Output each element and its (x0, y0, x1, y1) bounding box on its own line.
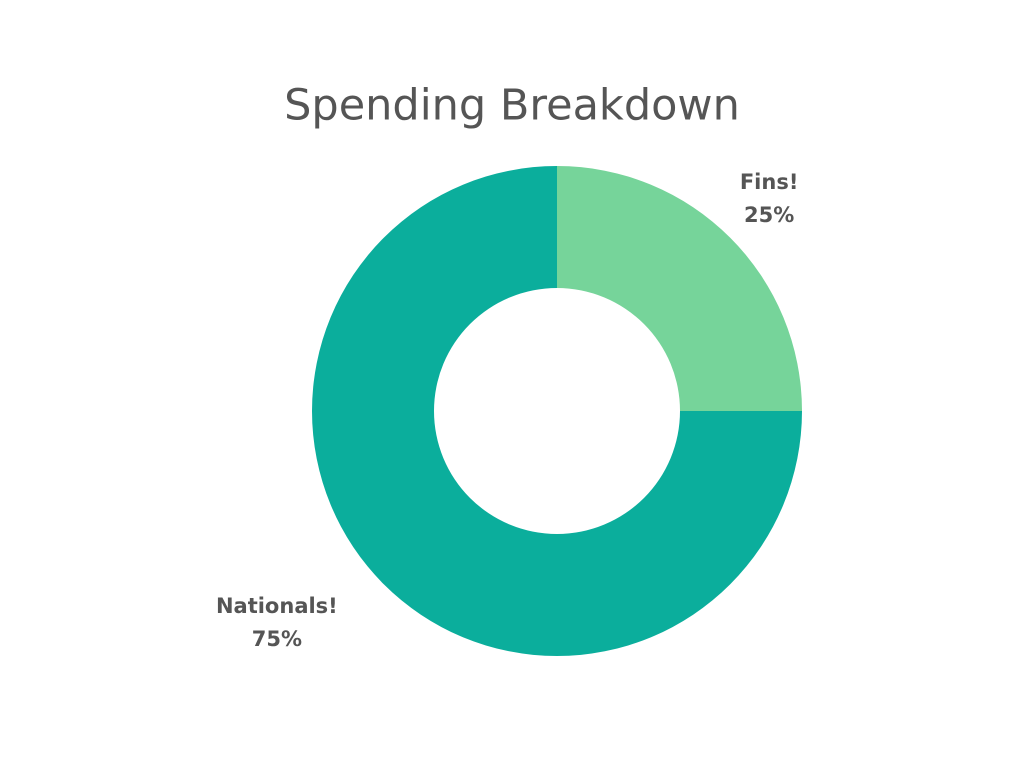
slice (557, 166, 802, 411)
slice-label: Fins! (740, 170, 799, 194)
chart-title: Spending Breakdown (284, 81, 740, 131)
slice (312, 166, 802, 656)
slice-value-label: 25% (744, 203, 794, 227)
slice-value-label: 75% (252, 627, 302, 651)
slice-label: Nationals! (216, 594, 338, 618)
